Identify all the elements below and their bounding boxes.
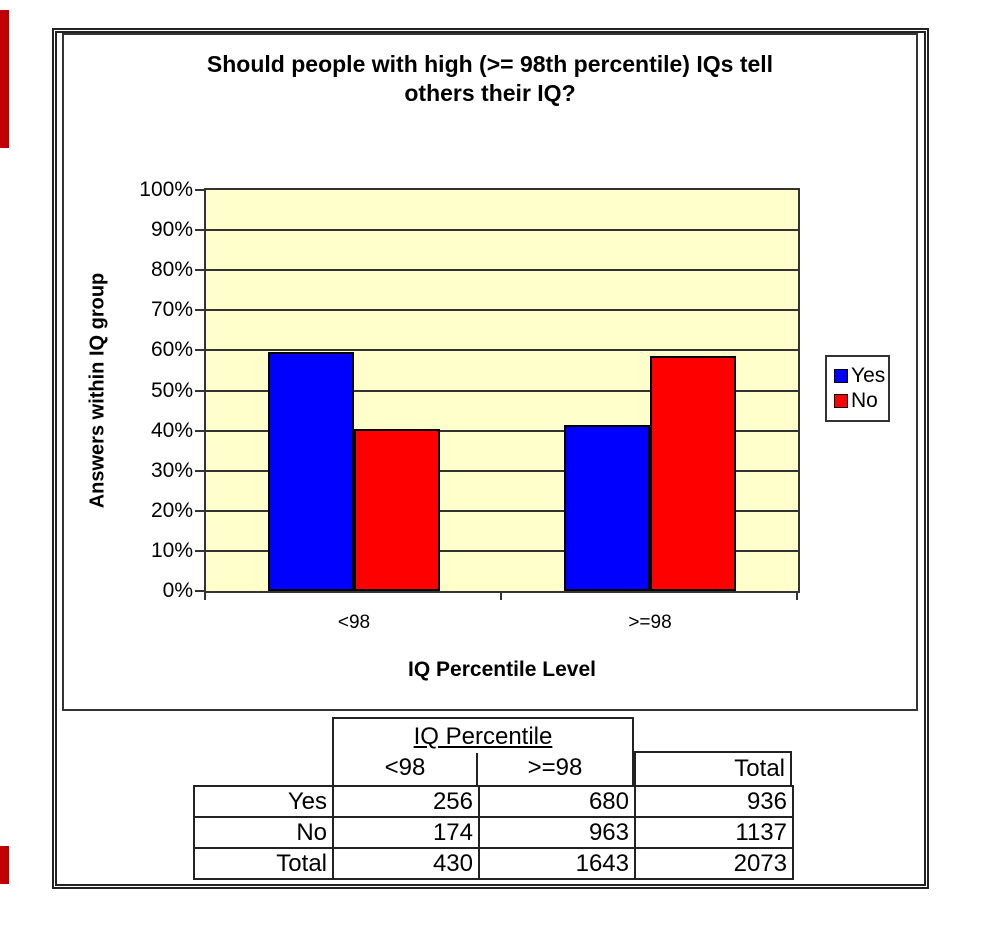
category-label-<98: <98 [337, 612, 371, 633]
y-tick-label: 50% [150, 378, 193, 402]
y-tick-mark [195, 469, 204, 472]
y-tick-mark [195, 229, 204, 232]
table-group-header: IQ Percentile [413, 723, 553, 750]
cell-total-lt98: 430 [332, 847, 480, 880]
table-row: Yes 256 680 936 [193, 785, 794, 818]
row-label-no: No [193, 816, 334, 849]
y-tick-mark [195, 429, 204, 432]
chart-legend: Yes No [825, 355, 890, 422]
y-axis-title: Answers within IQ group [86, 272, 109, 509]
cell-no-ge98: 963 [478, 816, 636, 849]
cell-total-ge98: 1643 [478, 847, 636, 880]
gridline [206, 509, 798, 512]
bar-yes->=98 [564, 425, 650, 591]
gridline [206, 229, 798, 232]
gridline [206, 349, 798, 352]
legend-item-yes: Yes [834, 364, 888, 388]
outer-page-border [52, 28, 929, 889]
cell-yes-ge98: 680 [478, 785, 636, 818]
y-tick-label: 100% [139, 178, 193, 201]
table-group-header-box: IQ Percentile <98 >=98 [332, 717, 634, 787]
left-edge-red-mark-bottom [0, 846, 9, 884]
x-tick-mark [204, 593, 206, 600]
y-axis-tick-labels: 0% 10% 20% 30% 40% 50% 60% 70% 80% 90% 100% [110, 179, 193, 602]
row-label-total: Total [193, 847, 334, 880]
x-axis-category-labels: <98 >=98 [206, 612, 798, 636]
y-tick-label: 70% [150, 298, 193, 322]
plot-area [204, 188, 800, 593]
x-tick-mark [796, 593, 798, 600]
gridline [206, 469, 798, 472]
category-label->=98: >=98 [628, 612, 672, 633]
cell-no-total: 1137 [634, 816, 794, 849]
cell-total-total: 2073 [634, 847, 794, 880]
legend-item-no: No [834, 389, 888, 413]
y-tick-label: 90% [150, 218, 193, 242]
gridline [206, 389, 798, 392]
y-tick-label: 30% [150, 458, 193, 482]
y-tick-mark [195, 509, 204, 512]
y-tick-mark [195, 349, 204, 352]
y-tick-label: 60% [150, 338, 193, 362]
row-label-yes: Yes [193, 785, 334, 818]
y-tick-label: 0% [162, 579, 193, 602]
y-tick-label: 20% [150, 498, 193, 522]
x-axis-title: IQ Percentile Level [408, 658, 596, 681]
legend-swatch-yes [834, 369, 848, 383]
cell-no-lt98: 174 [332, 816, 480, 849]
y-tick-mark [195, 189, 204, 191]
y-tick-mark [195, 590, 204, 592]
cell-yes-total: 936 [634, 785, 794, 818]
legend-swatch-no [834, 394, 848, 408]
cell-yes-lt98: 256 [332, 785, 480, 818]
y-axis-tick-marks [195, 189, 204, 592]
bar-yes-<98 [268, 352, 354, 591]
table-row: No 174 963 1137 [193, 816, 794, 849]
gridline [206, 309, 798, 312]
x-axis-tick-marks [204, 593, 800, 601]
chart-title-line-2: others their IQ? [404, 80, 576, 106]
table-subheader-row: <98 >=98 [334, 753, 632, 785]
y-tick-mark [195, 549, 204, 552]
y-tick-mark [195, 389, 204, 392]
chart-title: Should people with high (>= 98th percent… [62, 50, 918, 108]
legend-label-no: No [851, 389, 878, 412]
y-tick-mark [195, 269, 204, 272]
gridline [206, 429, 798, 432]
table-col-header-total: Total [634, 751, 792, 787]
gridline [206, 269, 798, 272]
y-tick-label: 80% [150, 258, 193, 282]
gridline [206, 549, 798, 552]
table-row: Total 430 1643 2073 [193, 847, 794, 880]
chart-title-line-1: Should people with high (>= 98th percent… [206, 51, 774, 77]
y-tick-label: 40% [150, 418, 193, 442]
left-edge-red-mark-top [0, 10, 9, 148]
crosstab-table: Yes 256 680 936 No 174 963 1137 Total 43… [193, 785, 794, 880]
y-tick-mark [195, 309, 204, 312]
table-col-header-lt98: <98 [334, 753, 478, 785]
bar-no-<98 [354, 429, 440, 591]
bar-no->=98 [650, 356, 736, 591]
x-tick-mark [500, 593, 502, 600]
y-tick-label: 10% [150, 538, 193, 562]
table-col-header-ge98: >=98 [527, 754, 583, 781]
legend-label-yes: Yes [851, 364, 886, 387]
